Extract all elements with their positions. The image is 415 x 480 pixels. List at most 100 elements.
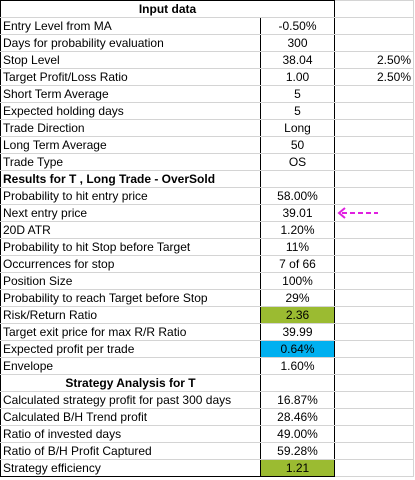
section-row-input: Input data [0, 0, 414, 18]
cell-value[interactable]: 16.87% [260, 391, 335, 409]
empty-cell[interactable] [334, 340, 414, 358]
cell-value[interactable]: 1.20% [260, 221, 335, 239]
cell-value[interactable]: 1.00 [260, 68, 335, 86]
cell-label[interactable]: Expected holding days [0, 102, 261, 120]
cell-value[interactable]: 59.28% [260, 442, 335, 460]
empty-cell[interactable] [334, 306, 414, 324]
cell-label[interactable]: Short Term Average [0, 85, 261, 103]
cell-value[interactable]: OS [260, 153, 335, 171]
empty-cell[interactable] [334, 221, 414, 239]
cell-value[interactable]: 50 [260, 136, 335, 154]
empty-cell[interactable] [334, 374, 414, 392]
cell-value-highlight-cyan[interactable]: 0.64% [260, 340, 335, 358]
empty-cell[interactable] [334, 272, 414, 290]
cell-value-highlight-green[interactable]: 2.36 [260, 306, 335, 324]
table-row: Entry Level from MA -0.50% [0, 17, 414, 35]
empty-cell[interactable] [334, 136, 414, 154]
cell-value[interactable]: 5 [260, 102, 335, 120]
empty-cell[interactable] [334, 17, 414, 35]
table-row: Expected holding days 5 [0, 102, 414, 120]
empty-cell[interactable] [334, 442, 414, 460]
table-row: Expected profit per trade 0.64% [0, 340, 414, 358]
empty-cell[interactable] [334, 85, 414, 103]
cell-label[interactable]: Expected profit per trade [0, 340, 261, 358]
table-row: Short Term Average 5 [0, 85, 414, 103]
empty-cell[interactable] [334, 187, 414, 205]
cell-label[interactable]: Entry Level from MA [0, 17, 261, 35]
section-row-results: Results for T , Long Trade - OverSold [0, 170, 414, 188]
cell-label[interactable]: Position Size [0, 272, 261, 290]
cell-label[interactable]: Calculated strategy profit for past 300 … [0, 391, 261, 409]
table-row: Trade Type OS [0, 153, 414, 171]
cell-label[interactable]: Trade Type [0, 153, 261, 171]
cell-value[interactable]: 7 of 66 [260, 255, 335, 273]
cell-value[interactable]: 49.00% [260, 425, 335, 443]
cell-value[interactable]: 58.00% [260, 187, 335, 205]
cell-value-highlight-green[interactable]: 1.21 [260, 459, 335, 477]
table-row: Trade Direction Long [0, 119, 414, 137]
empty-cell[interactable] [260, 374, 335, 392]
empty-cell[interactable] [334, 425, 414, 443]
cell-label[interactable]: Days for probability evaluation [0, 34, 261, 52]
cell-label[interactable]: Ratio of B/H Profit Captured [0, 442, 261, 460]
empty-cell[interactable] [334, 459, 414, 477]
table-row: Stop Level 38.04 2.50% [0, 51, 414, 69]
empty-cell[interactable] [334, 408, 414, 426]
table-row: 20D ATR 1.20% [0, 221, 414, 239]
cell-value[interactable]: -0.50% [260, 17, 335, 35]
section-header-results[interactable]: Results for T , Long Trade - OverSold [0, 170, 261, 188]
cell-label[interactable]: Risk/Return Ratio [0, 306, 261, 324]
empty-cell[interactable] [334, 238, 414, 256]
empty-cell[interactable] [334, 255, 414, 273]
cell-label[interactable]: Ratio of invested days [0, 425, 261, 443]
empty-cell[interactable] [334, 289, 414, 307]
table-row: Target Profit/Loss Ratio 1.00 2.50% [0, 68, 414, 86]
cell-value[interactable]: 5 [260, 85, 335, 103]
cell-value[interactable]: 1.60% [260, 357, 335, 375]
cell-value[interactable]: 300 [260, 34, 335, 52]
empty-cell[interactable] [260, 170, 335, 188]
cell-label[interactable]: Target exit price for max R/R Ratio [0, 323, 261, 341]
cell-label[interactable]: Strategy efficiency [0, 459, 261, 477]
cell-value[interactable]: Long [260, 119, 335, 137]
empty-cell[interactable] [334, 323, 414, 341]
cell-label[interactable]: Probability to hit Stop before Target [0, 238, 261, 256]
section-header-input[interactable]: Input data [0, 0, 335, 18]
cell-value[interactable]: 39.99 [260, 323, 335, 341]
empty-cell[interactable] [334, 153, 414, 171]
empty-cell[interactable] [334, 357, 414, 375]
cell-value[interactable]: 39.01 [260, 204, 335, 222]
empty-cell[interactable] [334, 170, 414, 188]
cell-value[interactable]: 11% [260, 238, 335, 256]
empty-cell[interactable] [334, 102, 414, 120]
cell-label[interactable]: Next entry price [0, 204, 261, 222]
table-row: Risk/Return Ratio 2.36 [0, 306, 414, 324]
cell-label[interactable]: Occurrences for stop [0, 255, 261, 273]
cell-value[interactable]: 100% [260, 272, 335, 290]
table-row: Days for probability evaluation 300 [0, 34, 414, 52]
table-row: Calculated B/H Trend profit 28.46% [0, 408, 414, 426]
empty-cell[interactable] [334, 34, 414, 52]
cell-value[interactable]: 29% [260, 289, 335, 307]
cell-label[interactable]: Envelope [0, 357, 261, 375]
cell-label[interactable]: Long Term Average [0, 136, 261, 154]
cell-extra-value[interactable]: 2.50% [334, 51, 414, 69]
table-row: Envelope 1.60% [0, 357, 414, 375]
cell-label[interactable]: Trade Direction [0, 119, 261, 137]
table-row: Occurrences for stop 7 of 66 [0, 255, 414, 273]
empty-cell[interactable] [334, 391, 414, 409]
table-row: Long Term Average 50 [0, 136, 414, 154]
cell-label[interactable]: Probability to hit entry price [0, 187, 261, 205]
cell-label[interactable]: Target Profit/Loss Ratio [0, 68, 261, 86]
section-header-strategy[interactable]: Strategy Analysis for T [0, 374, 261, 392]
empty-cell[interactable] [334, 0, 414, 18]
cell-label[interactable]: Stop Level [0, 51, 261, 69]
cell-label[interactable]: Calculated B/H Trend profit [0, 408, 261, 426]
cell-label[interactable]: Probability to reach Target before Stop [0, 289, 261, 307]
empty-cell[interactable] [334, 119, 414, 137]
cell-extra-value[interactable]: 2.50% [334, 68, 414, 86]
cell-value[interactable]: 28.46% [260, 408, 335, 426]
cell-value[interactable]: 38.04 [260, 51, 335, 69]
cell-label[interactable]: 20D ATR [0, 221, 261, 239]
